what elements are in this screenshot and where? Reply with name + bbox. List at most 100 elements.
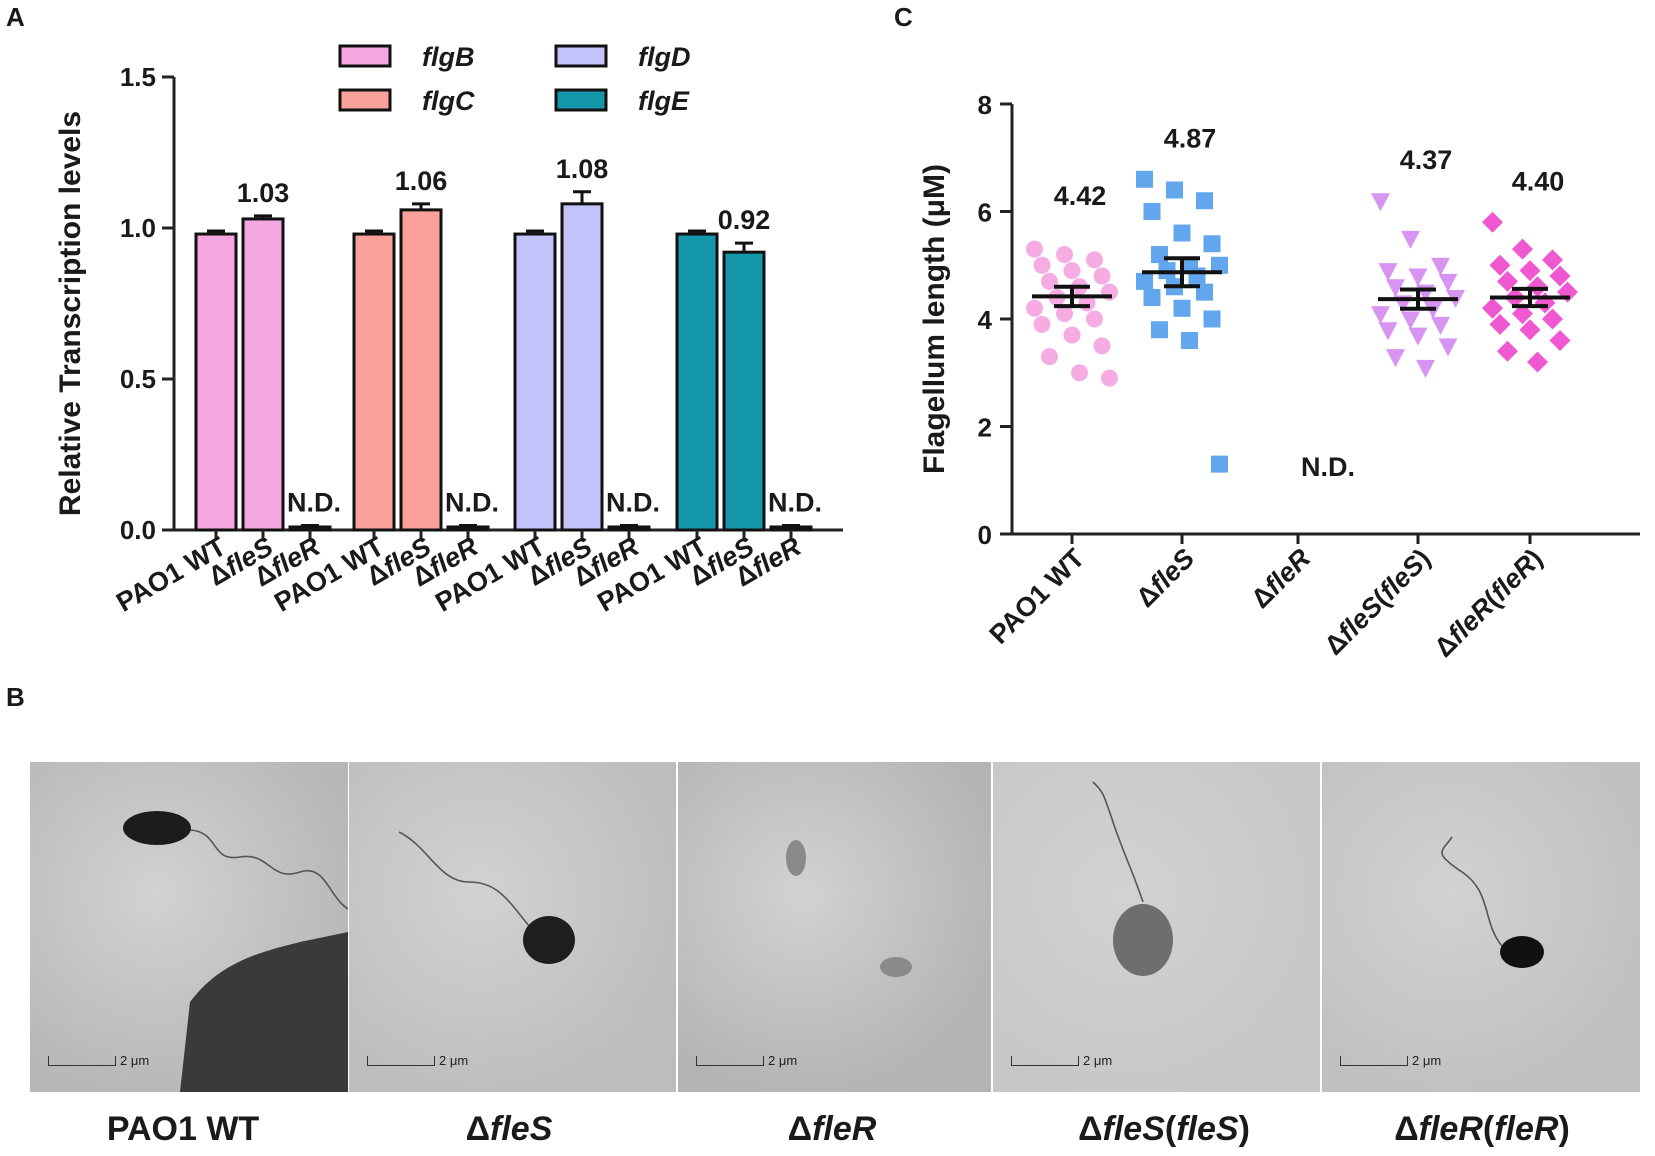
data-point (1519, 260, 1541, 282)
y-tick-label: 2 (978, 413, 992, 443)
data-point (1188, 267, 1206, 285)
x-tick-label: ΔfleR (1245, 543, 1316, 614)
data-point (1527, 276, 1548, 298)
panel-label-a: A (6, 2, 25, 32)
data-point (1211, 256, 1228, 274)
data-point (1519, 319, 1541, 341)
data-point (1026, 299, 1043, 317)
data-point (1549, 265, 1571, 287)
data-label: 0.92 (718, 205, 771, 235)
scale-bar-label: 2 μm (1083, 1053, 1113, 1068)
micrograph-panel: 2 μm (349, 762, 676, 1092)
bar (769, 525, 813, 532)
data-label: 4.37 (1400, 145, 1453, 175)
data-point (1136, 170, 1153, 188)
data-point (1086, 251, 1103, 269)
scale-bar (1011, 1056, 1079, 1066)
data-point (1151, 246, 1168, 263)
bar (446, 525, 490, 532)
scale-bar-label: 2 μm (1412, 1053, 1442, 1068)
data-label: 4.87 (1164, 123, 1217, 153)
y-tick-label: 4 (978, 305, 993, 335)
data-point (1497, 270, 1518, 292)
legend-swatch (554, 88, 608, 112)
micrograph-panel: 2 μm (678, 762, 991, 1092)
bar (399, 208, 443, 532)
legend-label: flgC (422, 86, 475, 116)
micrograph-image (1092, 781, 1173, 976)
gene-name: fleS (490, 1110, 553, 1148)
data-point (1431, 257, 1450, 276)
data-point (1143, 289, 1161, 306)
scale-bar-label: 2 μm (768, 1053, 798, 1068)
data-point (1136, 272, 1153, 290)
data-point (1512, 303, 1533, 325)
data-label: 1.08 (556, 154, 609, 184)
data-point (1056, 305, 1073, 323)
scale-bar (367, 1056, 435, 1066)
data-point (1527, 351, 1548, 373)
data-point (1371, 306, 1390, 325)
data-label: N.D. (768, 487, 822, 517)
flagellum (1441, 836, 1503, 947)
data-point (1489, 313, 1511, 335)
gene-name: fleR (1418, 1110, 1483, 1148)
data-point (1542, 308, 1563, 330)
data-point (1071, 364, 1088, 382)
y-axis-title: Relative Transcription levels (54, 111, 87, 516)
data-point (1086, 310, 1103, 328)
legend-swatch (554, 44, 608, 68)
bacterium-cell (123, 811, 191, 845)
data-point (1371, 193, 1390, 212)
figure-canvas: A C B 0.0 0.5 1.0 1.5 Relative Transcription le… (6, 2, 1640, 712)
data-point (1408, 268, 1428, 287)
x-tick-label: ΔfleS (1130, 543, 1200, 613)
data-point (1033, 315, 1051, 333)
data-label: 1.06 (395, 166, 448, 196)
micrograph-panel: 2 μm (1322, 762, 1640, 1092)
data-point (1173, 224, 1191, 242)
data-point (1026, 240, 1043, 258)
data-point (1401, 311, 1420, 330)
data-point (1203, 310, 1221, 328)
data-point (1408, 327, 1428, 346)
gene-name: fleS (1102, 1110, 1165, 1148)
data-point (1378, 322, 1398, 341)
data-point (1196, 283, 1213, 301)
data-point (1151, 321, 1168, 339)
y-tick-label: 6 (978, 198, 992, 228)
data-point (1203, 235, 1221, 253)
data-point (1512, 238, 1533, 260)
micrograph-panel: 2 μm (30, 762, 348, 1092)
data-point (1093, 267, 1111, 285)
data-point (1041, 348, 1058, 366)
legend-swatch (338, 88, 392, 112)
data-point (1063, 326, 1081, 344)
data-point (1173, 299, 1191, 317)
gene-name: fleS (1176, 1110, 1239, 1148)
panel-label-c: C (894, 2, 913, 32)
data-label: N.D. (1301, 452, 1355, 482)
data-point (1093, 337, 1111, 355)
y-tick-label: 1.5 (120, 62, 156, 92)
micrograph-image (123, 811, 348, 1092)
micrograph-caption: ΔfleR(fleR) (1394, 1110, 1570, 1148)
data-point (1438, 338, 1458, 357)
micrograph-panel: 2 μm (993, 762, 1320, 1092)
y-tick-label: 1.0 (120, 213, 156, 243)
y-tick-label: 0.5 (120, 364, 156, 394)
data-point (1063, 262, 1081, 280)
scale-bar-label: 2 μm (120, 1053, 150, 1068)
data-point (1143, 203, 1161, 220)
micrograph-image (398, 831, 575, 964)
data-label: N.D. (445, 487, 499, 517)
data-label: N.D. (287, 487, 341, 517)
legend-label: flgE (638, 86, 690, 116)
data-point (1196, 192, 1213, 210)
data-point (1489, 254, 1511, 276)
micrograph-image (786, 840, 912, 977)
data-label: 4.40 (1512, 166, 1565, 196)
data-point (1482, 211, 1503, 233)
data-point (1041, 272, 1058, 290)
data-point (1386, 279, 1405, 298)
